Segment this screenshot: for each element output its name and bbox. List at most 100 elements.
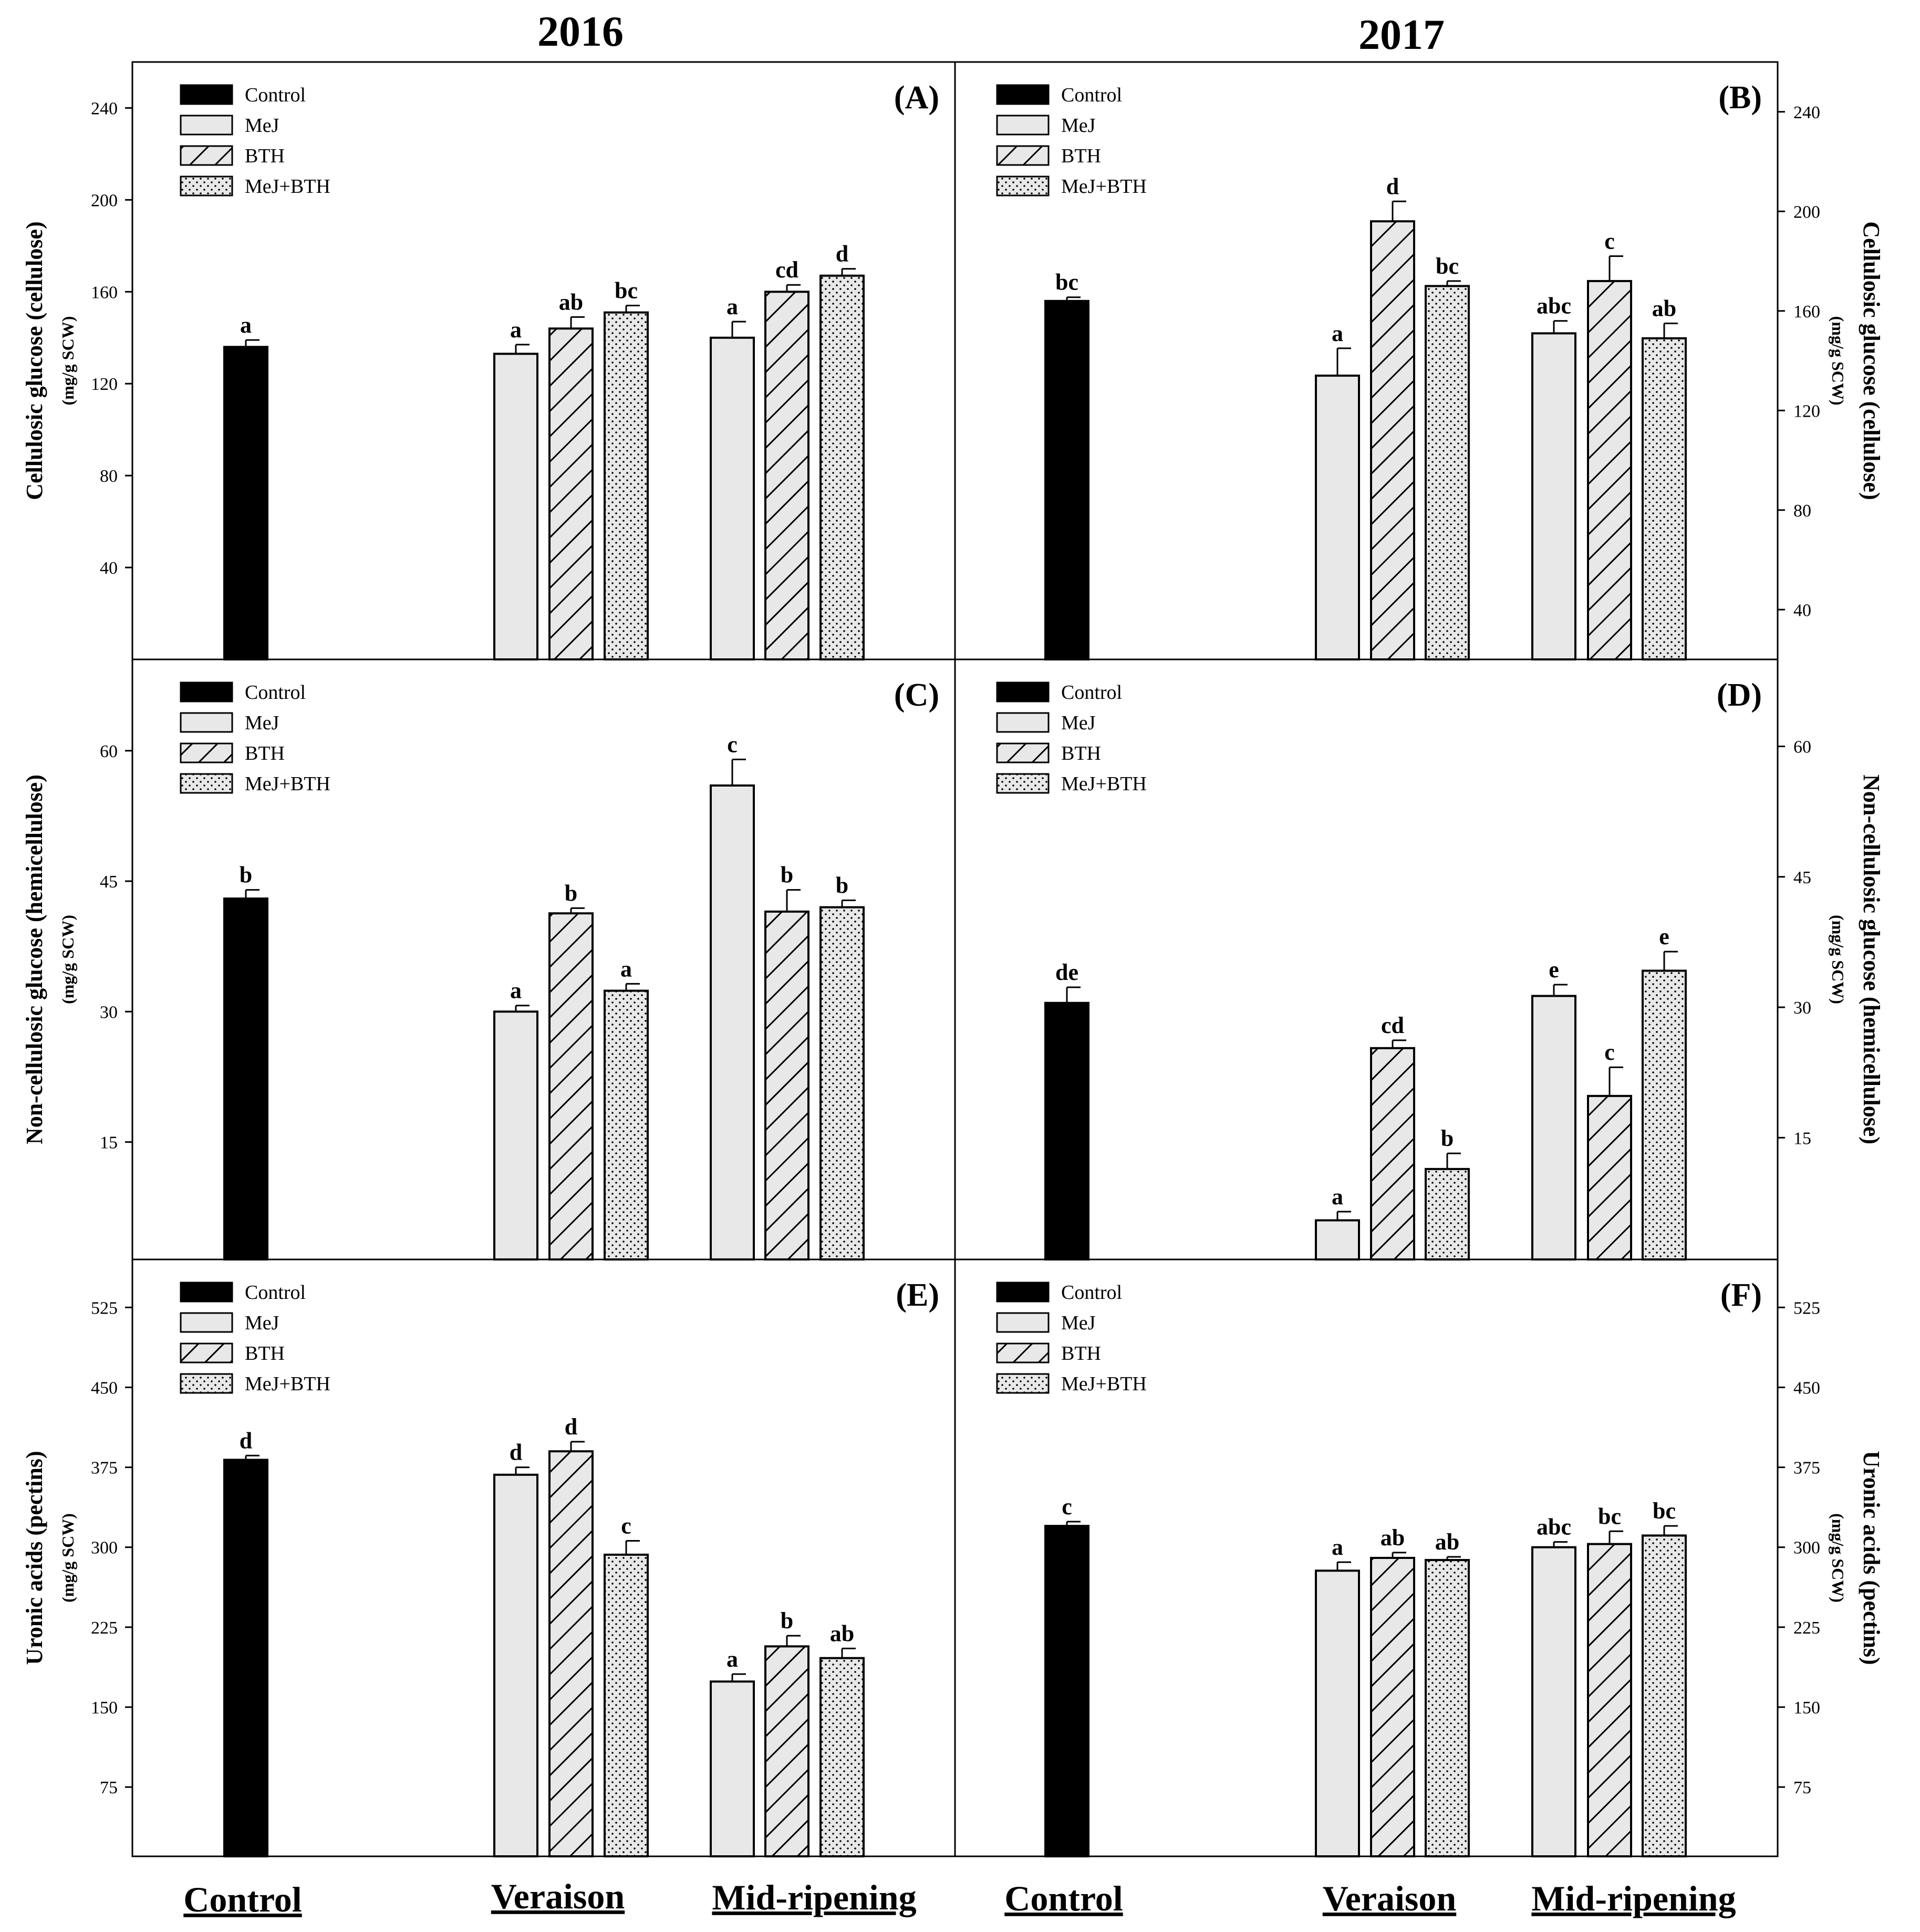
legend-label: Control (1061, 1282, 1122, 1304)
y-tick-label: 200 (1793, 202, 1820, 222)
significance-letter: e (1549, 957, 1559, 983)
legend-swatch (996, 1282, 1050, 1303)
significance-letter: a (1332, 1184, 1343, 1210)
bar (493, 1473, 538, 1858)
significance-letter: b (836, 872, 848, 898)
legend-swatch (996, 712, 1050, 733)
legend-label: BTH (245, 145, 285, 167)
y-axis-unit: (mg/g SCW) (1829, 915, 1848, 1004)
legend-label: Control (1061, 681, 1122, 704)
chart-panel-f: 75 150 225 300 375 450 525 (mg/g SCW) Uronic aci… (954, 1258, 1884, 1858)
bar (1531, 995, 1576, 1261)
x-label-veraison-2017: Veraison (1323, 1878, 1456, 1918)
significance-letter: cd (1381, 1013, 1404, 1038)
y-axis-unit: (mg/g SCW) (1829, 1513, 1848, 1603)
y-tick-label: 120 (91, 375, 118, 394)
significance-letter: a (727, 1646, 738, 1672)
bar (819, 274, 865, 660)
y-tick-label: 300 (1793, 1538, 1820, 1558)
bar (604, 1553, 649, 1857)
x-group-labels: Control Veraison Mid-ripening Control Ve… (183, 1876, 1736, 1919)
significance-letter: b (565, 880, 577, 906)
panels: 40 80 120 160 200 240 Cellulosic glucose (cell… (22, 61, 1884, 1858)
y-tick-label: 60 (100, 742, 118, 761)
bar (223, 1459, 268, 1857)
significance-letter: bc (1598, 1503, 1621, 1529)
y-tick-label: 225 (1793, 1618, 1820, 1638)
significance-letter: a (240, 312, 252, 338)
legend-swatch (180, 712, 233, 733)
bar (223, 897, 268, 1261)
legend-label: MeJ (1061, 115, 1095, 137)
bar (1315, 374, 1360, 660)
panel-letter: (B) (1718, 80, 1762, 116)
y-axis-label: Non-cellulosic glucose (hemicellulose) (22, 774, 47, 1144)
legend-swatch (996, 84, 1050, 105)
chart-panel-e: 75 150 225 300 375 450 525 Uronic acids (pectin… (22, 1258, 956, 1858)
y-axis-label: Uronic acids (pectins) (1859, 1451, 1884, 1665)
legend-swatch (996, 145, 1050, 166)
legend-label: MeJ (1061, 1312, 1095, 1334)
chart-panel-c: 15 30 45 60 Non-cellulosic glucose (hemicell… (22, 658, 956, 1261)
y-tick-label: 15 (100, 1133, 118, 1153)
legend-label: BTH (1061, 145, 1101, 167)
significance-letter: a (510, 317, 522, 343)
legend-label: MeJ+BTH (245, 773, 330, 795)
significance-letter: a (510, 978, 522, 1004)
y-tick-label: 160 (91, 283, 118, 302)
legend-swatch (180, 145, 233, 166)
significance-letter: d (1386, 173, 1399, 199)
y-tick-label: 240 (1793, 103, 1820, 122)
y-tick-label: 30 (1793, 998, 1811, 1018)
y-tick-label: 45 (100, 872, 118, 892)
significance-letter: bc (1436, 253, 1459, 279)
y-tick-label: 525 (1793, 1298, 1820, 1318)
legend-label: BTH (245, 742, 285, 764)
y-tick-label: 150 (1793, 1698, 1820, 1718)
significance-letter: a (1332, 321, 1343, 346)
bar (1425, 1559, 1470, 1857)
y-tick-label: 160 (1793, 302, 1820, 322)
y-tick-label: 40 (1793, 601, 1811, 620)
x-label-control-2016: Control (183, 1879, 302, 1919)
bar (604, 311, 649, 660)
bar (1370, 1557, 1415, 1857)
y-axis-label: Uronic acids (pectins) (22, 1451, 47, 1665)
bar (1370, 1047, 1415, 1261)
legend-swatch (996, 773, 1050, 794)
significance-letter: b (781, 862, 793, 888)
legend-label: MeJ (1061, 712, 1095, 734)
bar (1370, 220, 1415, 660)
y-tick-label: 75 (100, 1778, 118, 1797)
legend-label: MeJ+BTH (245, 1373, 330, 1395)
significance-letter: ab (559, 289, 583, 315)
y-axis-label: Cellulosic glucose (cellulose) (22, 221, 47, 500)
panel-letter: (F) (1720, 1277, 1762, 1313)
bar (1315, 1219, 1360, 1261)
significance-letter: e (1659, 924, 1669, 949)
significance-letter: d (565, 1414, 577, 1440)
legend-swatch (180, 1312, 233, 1333)
bar (548, 327, 594, 660)
bar (1642, 1534, 1687, 1857)
y-tick-label: 525 (91, 1298, 118, 1318)
bar (1642, 969, 1687, 1261)
bar (1044, 1525, 1089, 1857)
panel-letter: (E) (896, 1277, 939, 1313)
significance-letter: c (1604, 229, 1615, 254)
bar (710, 336, 755, 660)
bar (1531, 332, 1576, 660)
bar (493, 353, 538, 660)
bar (548, 1450, 594, 1857)
significance-letter: c (1062, 1494, 1072, 1520)
bar (604, 989, 649, 1261)
y-axis-unit: (mg/g SCW) (58, 1513, 77, 1603)
bar (764, 291, 809, 660)
significance-letter: d (510, 1440, 522, 1465)
y-tick-label: 375 (91, 1459, 118, 1478)
legend-swatch (180, 1342, 233, 1363)
legend-swatch (180, 773, 233, 794)
y-tick-label: 300 (91, 1538, 118, 1558)
legend-label: Control (1061, 84, 1122, 106)
